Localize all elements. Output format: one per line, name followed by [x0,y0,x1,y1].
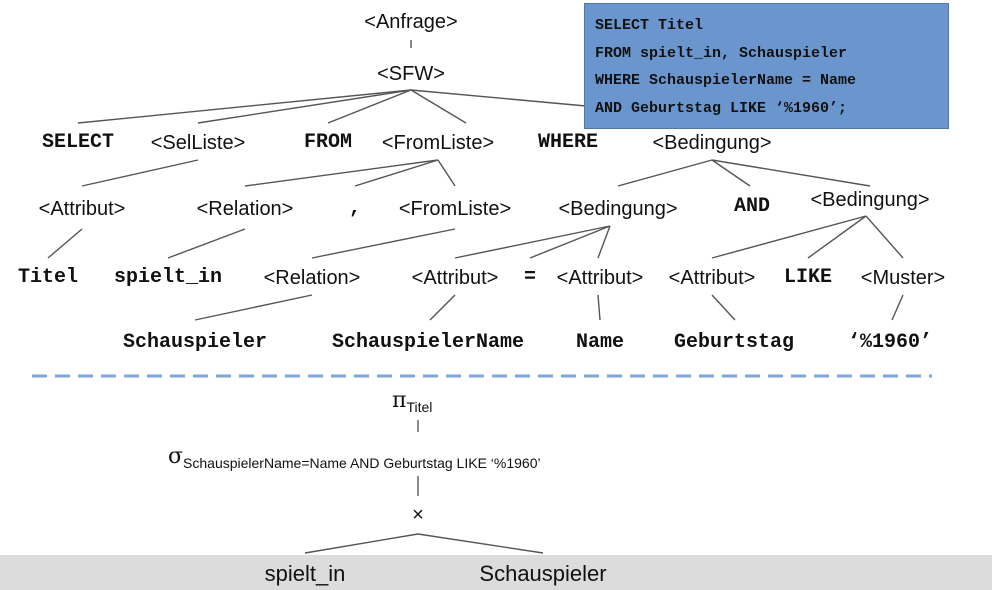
edge [711,159,871,187]
edge [529,225,611,259]
node-fromliste-nested: <FromListe> [398,198,512,220]
edge [454,225,611,259]
node-bedingung: <Bedingung> [652,132,772,154]
relation-spielt-in: spielt_in [264,561,346,586]
edge [410,89,587,107]
leaf-name: Name [575,331,625,354]
edge [891,294,904,321]
node-relation-nested: <Relation> [263,267,361,289]
pi-symbol: π [392,388,407,413]
edge [77,89,412,124]
leaf-pattern: ‘%1960’ [847,331,933,354]
node-attribut-left: <Attribut> [411,267,499,289]
edge [327,89,412,124]
edge [311,228,456,259]
edge [354,159,439,187]
edge [617,159,713,187]
node-anfrage: <Anfrage> [364,11,458,33]
edge [711,215,867,259]
projection: πTitel [392,388,433,415]
node-bedingung-right: <Bedingung> [810,189,930,211]
node-spielt-in: spielt_in [113,266,223,289]
node-titel: Titel [17,266,79,289]
node-comma: , [348,197,362,220]
cross-product-symbol: × [412,504,424,526]
sql-line: WHERE SchauspielerName = Name [595,72,857,89]
leaf-schauspieler: Schauspieler [122,331,268,354]
edge [807,215,867,259]
edge [597,225,611,259]
sql-query-box: SELECT Titel FROM spielt_in, Schauspiele… [584,3,949,129]
node-selliste: <SelListe> [150,132,246,154]
edge [429,294,456,321]
edge [81,159,199,187]
node-fromliste: <FromListe> [381,132,495,154]
node-attribut-right: <Attribut> [556,267,644,289]
edge [304,533,419,554]
edge [410,89,467,124]
sql-line: AND Geburtstag LIKE ‘%1960’; [595,99,848,117]
node-attribut-like: <Attribut> [668,267,756,289]
edge [197,89,412,124]
node-bedingung-left: <Bedingung> [558,198,678,220]
node-and: AND [733,195,771,218]
node-from: FROM [303,131,353,154]
node-attribut: <Attribut> [38,198,126,220]
node-equals: = [523,266,537,289]
edge [437,159,456,187]
relation-schauspieler: Schauspieler [479,561,607,586]
node-relation: <Relation> [196,198,294,220]
sql-line: FROM spielt_in, Schauspieler [595,44,848,62]
edge [597,294,601,321]
node-where: WHERE [537,131,599,154]
edge [417,533,544,554]
node-select: SELECT [41,131,115,154]
projection-subscript: Titel [406,399,433,415]
edge [47,228,83,259]
leaf-schauspielername: SchauspielerName [331,331,525,354]
edge [711,159,751,187]
node-muster: <Muster> [860,267,946,289]
selection: σSchauspielerName=Name AND Geburtstag LI… [168,444,541,471]
edge [194,294,313,321]
sql-line: SELECT Titel [595,17,704,34]
edge [865,215,904,259]
edge [711,294,736,321]
node-like: LIKE [783,266,833,289]
edge [244,159,439,187]
node-sfw: <SFW> [377,63,445,85]
edge [167,228,246,259]
leaf-geburtstag: Geburtstag [673,331,795,354]
selection-subscript: SchauspielerName=Name AND Geburtstag LIK… [183,455,541,471]
sigma-symbol: σ [168,444,184,469]
bottom-band [0,555,992,590]
